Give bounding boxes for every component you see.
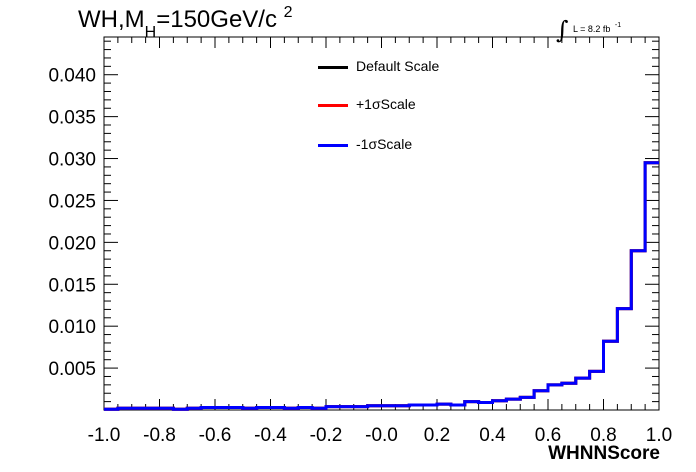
- plot-frame: [103, 36, 660, 411]
- x-tick-label: 0.8: [590, 425, 616, 446]
- x-tick-label: -0.2: [310, 425, 343, 446]
- x-tick-label: -1.0: [88, 425, 121, 446]
- legend-label-minus: -1σScale: [356, 136, 413, 152]
- histogram-series-2: [104, 161, 659, 411]
- x-tick-label: 1.0: [646, 425, 672, 446]
- y-tick-label: 0.035: [48, 108, 96, 129]
- x-tick-label: -0.6: [199, 425, 232, 446]
- x-tick-label: -0.0: [365, 425, 398, 446]
- y-tick-label: 0.030: [48, 150, 96, 171]
- legend-label-default: Default Scale: [356, 58, 440, 74]
- y-tick-label: 0.040: [48, 66, 96, 87]
- legend-label-plus: +1σScale: [356, 96, 416, 112]
- luminosity-label: ∫ L = 8.2 fb -1: [556, 12, 622, 44]
- title-superscript: 2: [283, 4, 293, 21]
- histogram-series-1: [104, 161, 659, 411]
- histogram-series: [104, 161, 659, 411]
- legend-swatch-default: [318, 66, 348, 69]
- title-subscript: H: [144, 24, 157, 41]
- title-main: WH,M: [78, 6, 145, 33]
- integral-symbol: ∫: [556, 16, 569, 44]
- y-tick-label: 0.025: [48, 191, 96, 212]
- y-tick-label: 0.015: [48, 275, 96, 296]
- y-tick-label: 0.005: [48, 359, 96, 380]
- legend-swatch-minus: [318, 144, 348, 147]
- x-tick-label: 0.4: [479, 425, 506, 446]
- x-tick-label: -0.8: [143, 425, 176, 446]
- luminosity-unit-exponent: -1: [614, 22, 622, 29]
- x-axis-label: WHNNScore: [548, 443, 660, 464]
- luminosity-text: L = 8.2 fb: [572, 24, 611, 34]
- x-tick-label: 0.6: [535, 425, 561, 446]
- y-tick-label: 0.010: [48, 317, 96, 338]
- x-tick-label: -0.4: [254, 425, 287, 446]
- x-tick-label: 0.2: [424, 425, 450, 446]
- title-rest: =150GeV/c: [156, 6, 277, 33]
- plot-title: WH,MH=150GeV/c 2: [78, 4, 293, 41]
- tick-labels: -1.0 -0.8 -0.6 -0.4 -0.2 -0.0 0.2 0.4 0.6 0.8 1.0 0…: [48, 66, 672, 446]
- axis-ticks: [103, 37, 660, 410]
- y-tick-label: 0.020: [48, 233, 96, 254]
- histogram-series-0: [104, 161, 659, 411]
- legend-swatch-plus: [318, 104, 348, 107]
